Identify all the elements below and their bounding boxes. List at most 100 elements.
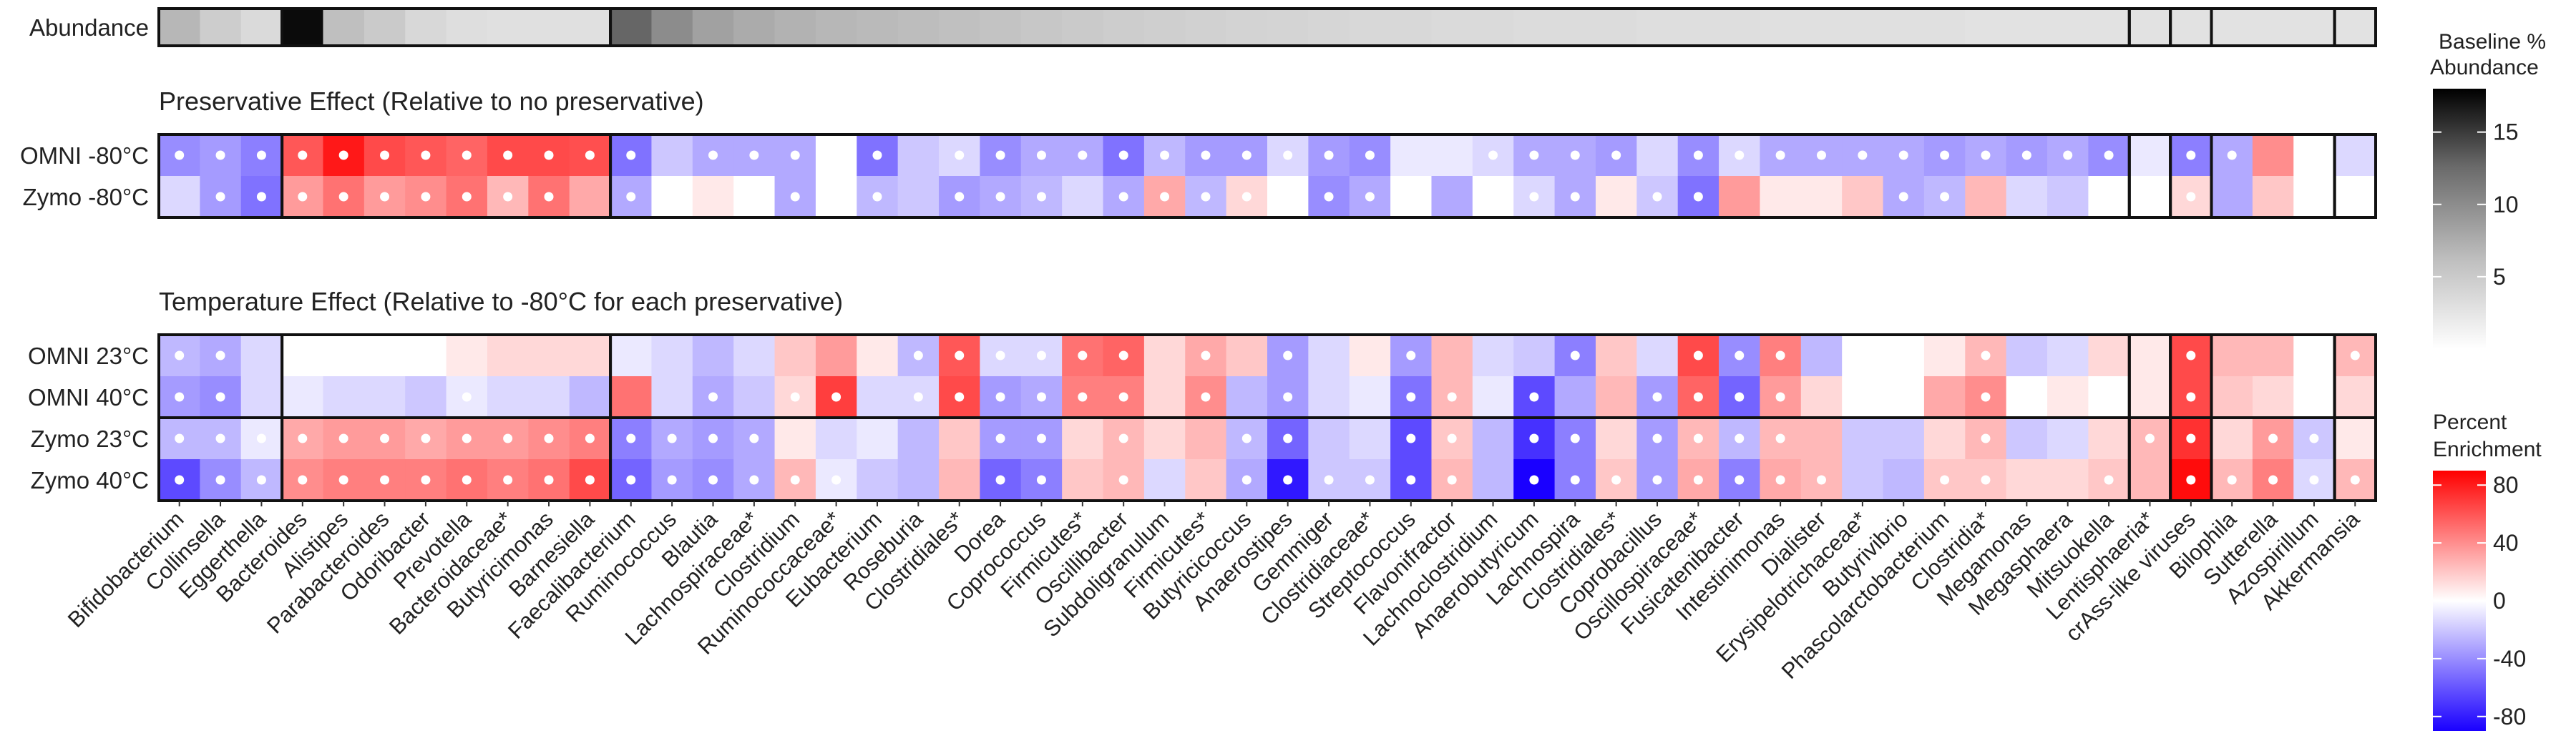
preservative-significance-dot — [215, 150, 225, 160]
temperature-significance-dot — [338, 433, 348, 443]
abundance-cell — [610, 9, 652, 46]
abundance-cell — [2088, 9, 2130, 46]
preservative-significance-dot — [2104, 150, 2114, 160]
temperature-significance-dot — [2350, 475, 2360, 485]
preservative-significance-dot — [2186, 150, 2196, 160]
preservative-significance-dot — [790, 192, 800, 202]
temperature-cell — [1308, 418, 1350, 460]
temperature-significance-dot — [1447, 475, 1457, 485]
enrichment-legend-title-line1: Percent — [2433, 411, 2507, 434]
temperature-cell — [2334, 376, 2376, 418]
temperature-significance-dot — [1283, 392, 1293, 402]
temperature-significance-dot — [749, 433, 759, 443]
temperature-cell — [1842, 335, 1884, 377]
preservative-significance-dot — [749, 150, 759, 160]
temperature-cell — [2088, 376, 2130, 418]
preservative-significance-dot — [338, 150, 348, 160]
abundance-cell — [2293, 9, 2336, 46]
abundance-cell — [1390, 9, 1432, 46]
preservative-significance-dot — [1981, 150, 1991, 160]
abundance-cell — [2334, 9, 2376, 46]
temperature-significance-dot — [1652, 392, 1662, 402]
abundance-legend-ticks: 5 10 15 — [2433, 119, 2519, 290]
preservative-cell — [1800, 176, 1843, 218]
abundance-legend-title-line2: Abundance — [2430, 56, 2539, 79]
temperature-row-label: OMNI 40°C — [28, 384, 149, 411]
temperature-cell — [446, 335, 488, 377]
preservative-row-label: OMNI -80°C — [20, 142, 149, 169]
abundance-cell — [528, 9, 570, 46]
temperature-significance-dot — [955, 392, 965, 402]
abundance-cell — [1800, 9, 1843, 46]
temperature-cell — [1842, 459, 1884, 501]
preservative-significance-dot — [1241, 150, 1252, 160]
temperature-cell — [2006, 335, 2048, 377]
temperature-cell — [364, 335, 406, 377]
temperature-cell — [2252, 335, 2294, 377]
preservative-significance-dot — [1488, 192, 1498, 202]
preservative-significance-dot — [421, 150, 431, 160]
temperature-significance-dot — [667, 475, 677, 485]
abundance-cell — [1513, 9, 1556, 46]
temperature-cell — [1185, 418, 1227, 460]
temperature-significance-dot — [1283, 350, 1293, 360]
preservative-significance-dot — [995, 192, 1005, 202]
preservative-significance-dot — [1324, 192, 1334, 202]
temperature-cell — [897, 418, 940, 460]
preservative-significance-dot — [1570, 192, 1580, 202]
abundance-cell — [1842, 9, 1884, 46]
abundance-legend-colorbar — [2433, 89, 2486, 349]
temperature-significance-dot — [1981, 350, 1991, 360]
preservative-significance-dot — [1611, 150, 1621, 160]
preservative-significance-dot — [544, 192, 554, 202]
temperature-cell — [815, 418, 857, 460]
preservative-cell — [651, 176, 693, 218]
preservative-significance-dot — [1365, 192, 1375, 202]
temperature-cell — [528, 335, 570, 377]
abundance-cell — [857, 9, 899, 46]
temperature-significance-dot — [995, 350, 1005, 360]
preservative-heatmap: OMNI -80°C Zymo -80°C — [20, 133, 2378, 219]
temperature-significance-dot — [215, 475, 225, 485]
abundance-cell — [446, 9, 488, 46]
abundance-cell — [980, 9, 1022, 46]
temperature-cell — [1595, 335, 1637, 377]
temperature-cell — [2047, 335, 2089, 377]
temperature-significance-dot — [1036, 475, 1046, 485]
abundance-cell — [1103, 9, 1145, 46]
temperature-significance-dot — [1406, 392, 1416, 402]
temperature-cell — [1513, 335, 1556, 377]
temperature-cell — [487, 376, 529, 418]
temperature-significance-dot — [790, 475, 800, 485]
temperature-significance-dot — [215, 350, 225, 360]
temperature-cell — [1431, 335, 1473, 377]
temperature-cell — [2129, 376, 2171, 418]
temperature-significance-dot — [1775, 475, 1785, 485]
temperature-significance-dot — [1735, 392, 1745, 402]
temperature-cell — [733, 376, 776, 418]
temperature-cell — [2006, 459, 2048, 501]
abundance-cell — [1308, 9, 1350, 46]
preservative-significance-dot — [1036, 150, 1046, 160]
preservative-significance-dot — [585, 150, 595, 160]
temperature-significance-dot — [2186, 350, 2196, 360]
temperature-significance-dot — [1201, 350, 1211, 360]
preservative-significance-dot — [790, 150, 800, 160]
temperature-significance-dot — [995, 433, 1005, 443]
temperature-significance-dot — [2186, 475, 2196, 485]
abundance-cell — [1267, 9, 1309, 46]
temperature-cell — [1062, 459, 1104, 501]
temperature-significance-dot — [1283, 433, 1293, 443]
temperature-significance-dot — [2268, 433, 2278, 443]
temperature-significance-dot — [1118, 350, 1128, 360]
abundance-cell — [1143, 9, 1186, 46]
preservative-significance-dot — [256, 192, 266, 202]
temperature-cell — [1554, 376, 1596, 418]
preservative-significance-dot — [1775, 150, 1785, 160]
temperature-cell — [1595, 418, 1637, 460]
temperature-heatmap: OMNI 23°C OMNI 40°C Zymo 23°C Zymo 40°C — [28, 333, 2378, 502]
abundance-row-label: Abundance — [29, 14, 149, 41]
abundance-cell — [1185, 9, 1227, 46]
temperature-cell — [323, 335, 365, 377]
